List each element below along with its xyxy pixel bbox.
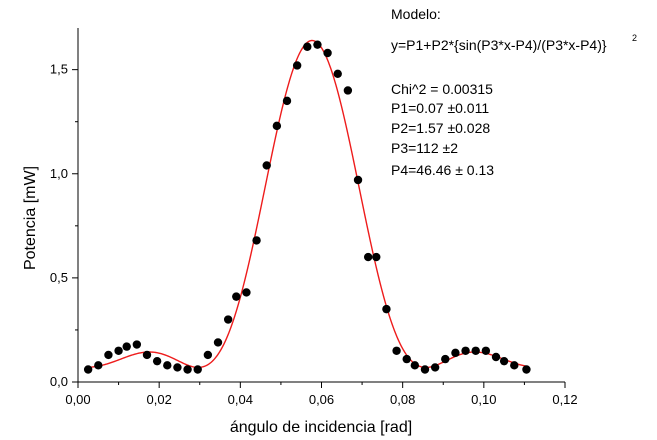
data-point [242, 288, 251, 297]
data-point [282, 96, 292, 106]
data-point [252, 236, 261, 245]
data-points [83, 40, 531, 374]
data-point [353, 175, 363, 185]
data-point [163, 361, 172, 370]
data-point [441, 354, 450, 364]
data-point [382, 304, 391, 314]
data-point [363, 252, 373, 262]
data-point [152, 356, 162, 366]
data-point [491, 352, 501, 362]
data-point [203, 350, 213, 360]
data-point [471, 346, 480, 355]
param-p3: P3=112 ±2 [391, 140, 458, 156]
data-point [83, 365, 93, 374]
data-point [343, 86, 353, 95]
data-point [402, 354, 411, 364]
data-point [173, 363, 182, 372]
data-point [142, 350, 152, 360]
data-point [410, 361, 420, 370]
data-point [114, 346, 123, 355]
x-tick-label: 0,06 [309, 392, 334, 407]
param-p1: P1=0.07 ±0.011 [391, 100, 489, 116]
model-equation: y=P1+P2*{sin(P3*x-P4)/(P3*x-P4)} [391, 37, 607, 53]
y-tick-label: 0,5 [50, 270, 68, 285]
data-point [292, 61, 302, 70]
y-tick-label: 1,0 [50, 166, 68, 181]
data-point [193, 365, 202, 374]
data-point [499, 356, 509, 366]
data-point [392, 346, 401, 355]
param-p2: P2=1.57 ±0.028 [391, 120, 490, 136]
x-axis-title: ángulo de incidencia [rad] [230, 419, 412, 436]
data-point [313, 40, 322, 49]
data-point [481, 346, 491, 355]
data-point [232, 292, 241, 301]
data-point [461, 346, 470, 355]
x-tick-label: 0,00 [65, 392, 90, 407]
model-equation-exponent: 2 [632, 33, 637, 43]
data-point [94, 361, 103, 370]
data-point [272, 121, 282, 131]
data-point [213, 338, 223, 347]
model-label: Modelo: [391, 6, 441, 22]
y-ticks: 0,0 0,5 1,0 1,5 [50, 62, 78, 389]
fit-annotation: Modelo: y=P1+P2*{sin(P3*x-P4)/(P3*x-P4)}… [391, 6, 637, 178]
x-tick-label: 0,04 [228, 392, 253, 407]
data-point [104, 350, 113, 360]
data-point [372, 252, 381, 262]
x-tick-label: 0,12 [552, 392, 577, 407]
data-point [132, 340, 142, 349]
data-point [451, 348, 460, 358]
data-point [420, 365, 430, 374]
data-point [430, 363, 440, 372]
x-tick-label: 0,08 [390, 392, 415, 407]
data-point [303, 42, 312, 51]
x-tick-label: 0,10 [471, 392, 496, 407]
data-point [262, 161, 271, 170]
chi-squared: Chi^2 = 0.00315 [391, 81, 493, 97]
data-point [183, 365, 192, 374]
data-point [333, 69, 342, 79]
data-point [122, 342, 131, 351]
x-ticks: 0,00 0,02 0,04 0,06 0,08 0,10 0,12 [65, 382, 578, 407]
y-tick-label: 0,0 [50, 374, 68, 389]
y-axis-title: Potencia [mW] [22, 166, 39, 270]
data-point [510, 361, 519, 370]
data-point [522, 365, 531, 374]
data-point [223, 315, 233, 324]
y-tick-label: 1,5 [50, 62, 68, 77]
param-p4: P4=46.46 ± 0.13 [391, 162, 494, 178]
x-tick-label: 0,02 [147, 392, 172, 407]
data-point [323, 48, 332, 58]
